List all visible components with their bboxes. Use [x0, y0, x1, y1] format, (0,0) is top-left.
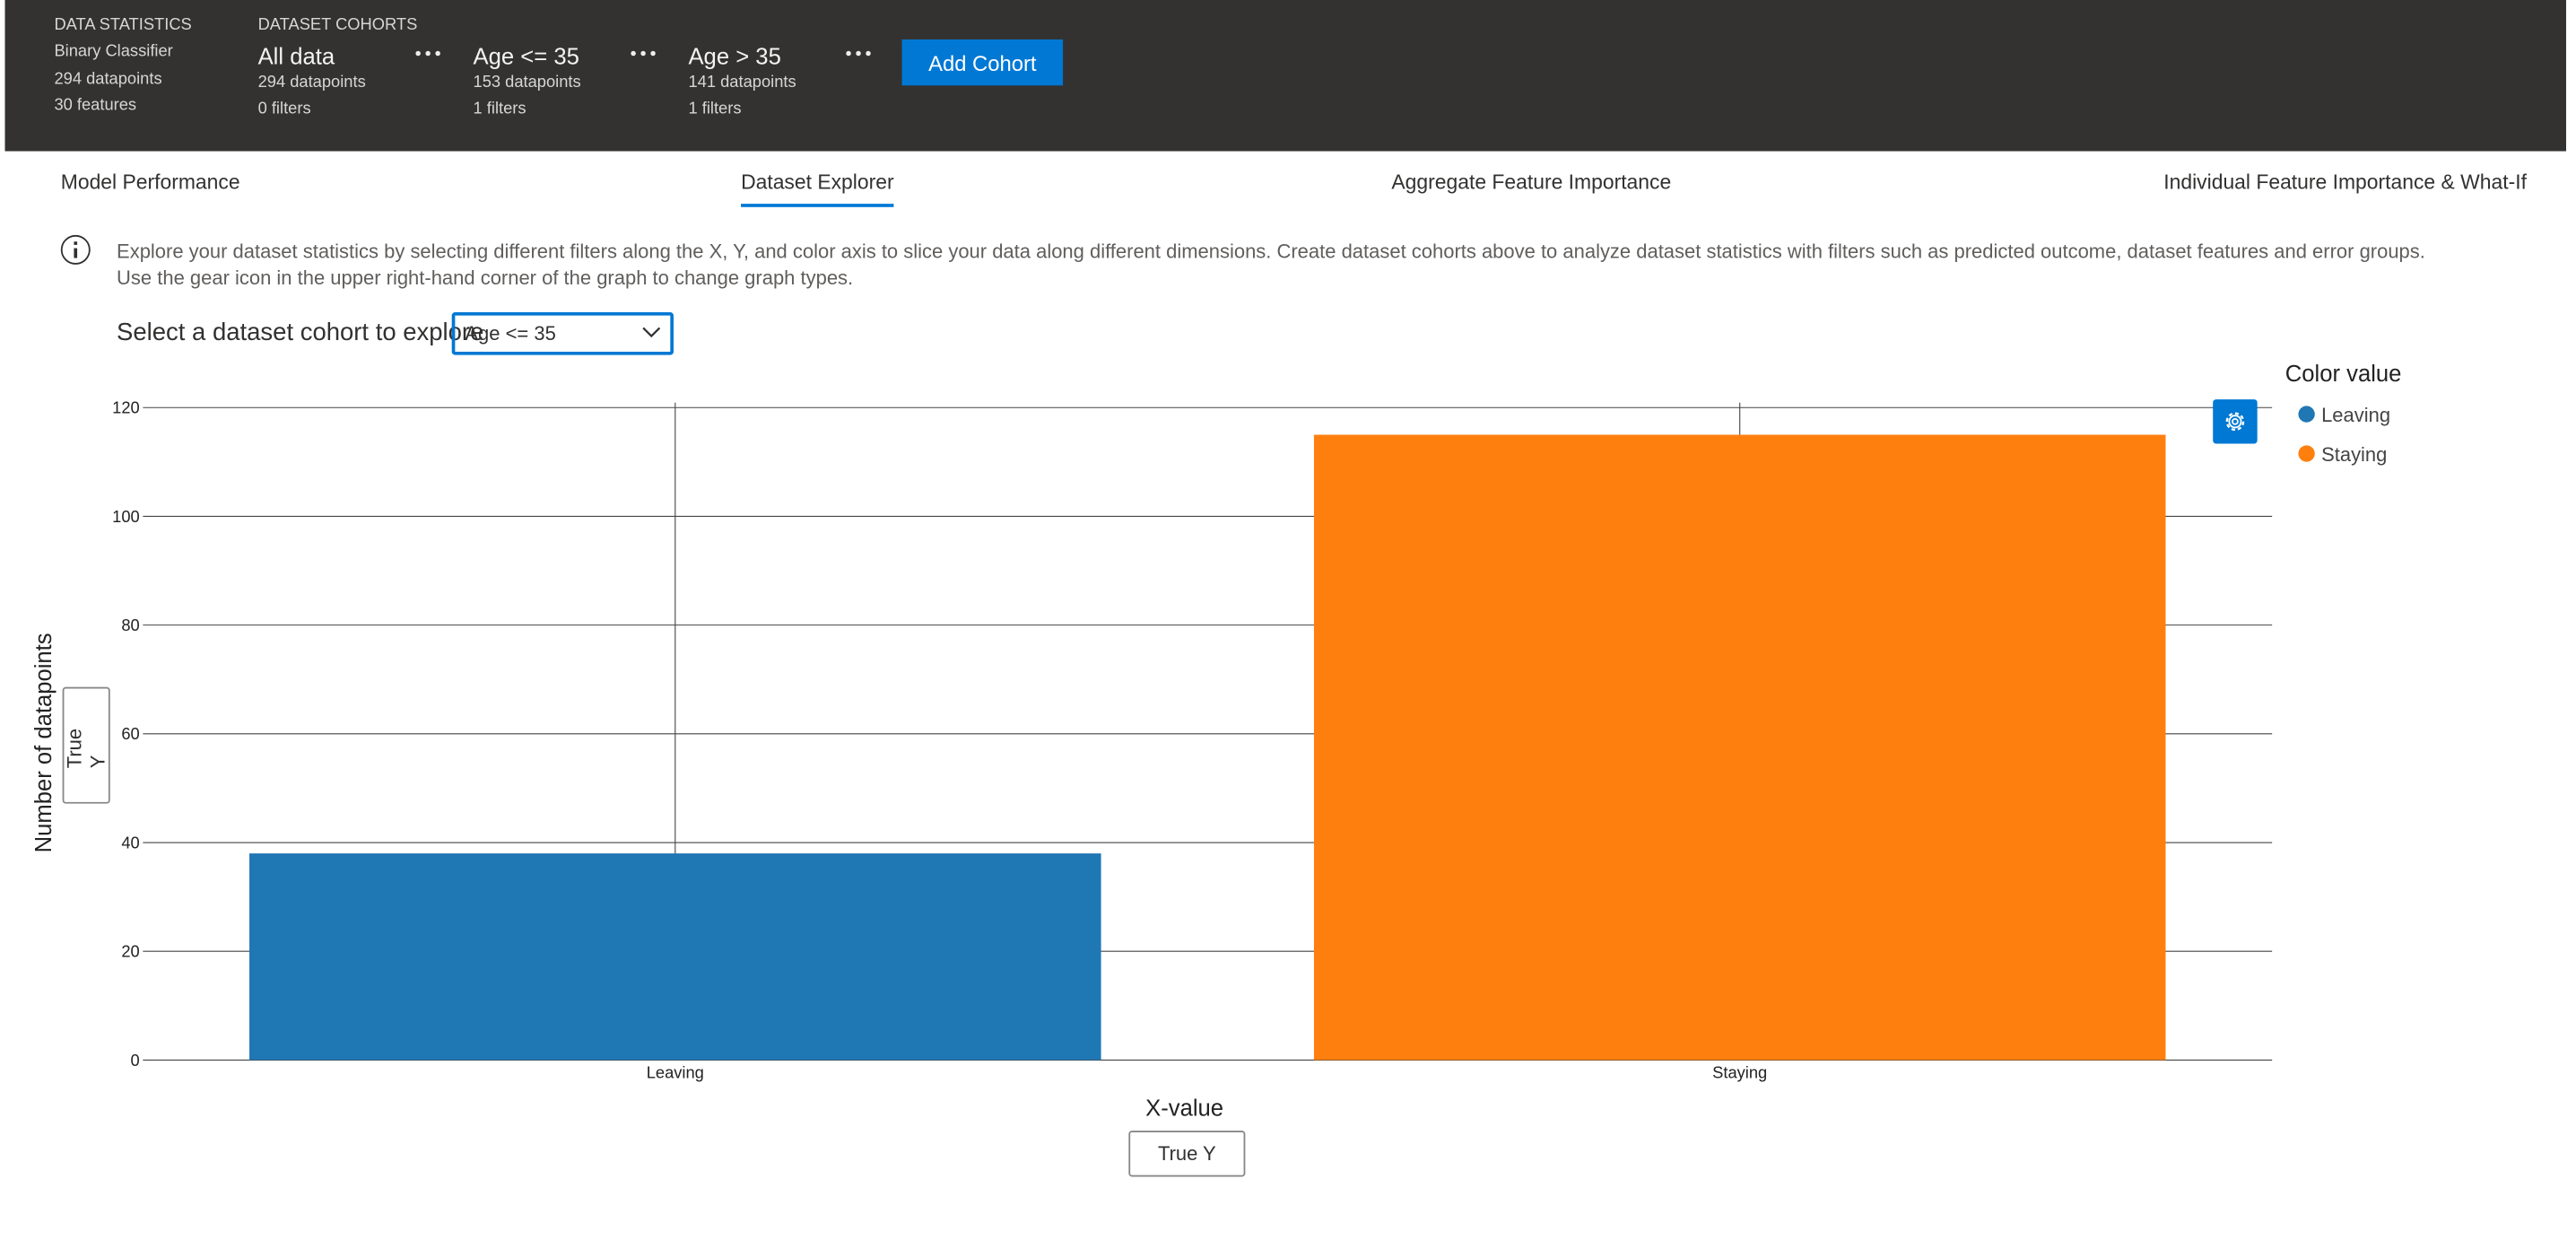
- bar: [249, 853, 1101, 1061]
- x-axis-title: X-value: [1145, 1096, 1223, 1122]
- y-tick-label: 40: [121, 833, 139, 852]
- y-tick-label: 0: [131, 1051, 140, 1070]
- add-cohort-button[interactable]: Add Cohort: [901, 39, 1064, 86]
- info-icon: [60, 234, 91, 265]
- tab[interactable]: Model Performance: [60, 170, 240, 195]
- legend-marker: [2298, 406, 2315, 423]
- info-text: Use the gear icon in the upper right-han…: [117, 266, 854, 290]
- cohort-menu[interactable]: [846, 50, 871, 57]
- x-tick-label: Leaving: [647, 1063, 704, 1082]
- y-axis-button[interactable]: True Y: [62, 686, 110, 804]
- cohort-datapoints: 153 datapoints: [473, 74, 581, 92]
- tab[interactable]: Individual Feature Importance & What-If: [2163, 170, 2527, 195]
- cohort-menu[interactable]: [631, 50, 656, 57]
- dropdown-value: Age <= 35: [465, 322, 556, 345]
- x-tick-label: Staying: [1712, 1063, 1767, 1082]
- cohort-filters: 0 filters: [257, 100, 311, 118]
- legend-label: Staying: [2321, 443, 2387, 466]
- tab[interactable]: Aggregate Feature Importance: [1391, 170, 1672, 195]
- cohort-dropdown[interactable]: Age <= 35: [451, 312, 674, 355]
- cohort-filters: 1 filters: [473, 100, 527, 118]
- chevron: [642, 327, 661, 338]
- y-tick-label: 60: [121, 724, 139, 743]
- gear-icon: [2225, 412, 2245, 432]
- cohort-filters: 1 filters: [688, 100, 742, 118]
- settings-button[interactable]: [2213, 399, 2258, 444]
- y-tick-label: 100: [112, 507, 140, 526]
- y-tick-label: 80: [121, 616, 139, 634]
- legend-label: Leaving: [2321, 404, 2390, 426]
- bar: [1313, 434, 2166, 1061]
- stats-line: Binary Classifier: [54, 42, 173, 61]
- cohort-datapoints: 294 datapoints: [257, 74, 366, 92]
- y-axis-button-label: True Y: [63, 727, 109, 768]
- cohort-name[interactable]: Age <= 35: [473, 42, 579, 69]
- top-bar: [4, 0, 2567, 152]
- x-axis-button[interactable]: True Y: [1128, 1131, 1246, 1177]
- cohorts-title: DATASET COHORTS: [257, 16, 418, 35]
- cohort-select-label: Select a dataset cohort to explore: [117, 319, 484, 347]
- cohort-name[interactable]: Age > 35: [688, 42, 781, 69]
- legend-title: Color value: [2285, 362, 2402, 387]
- tab[interactable]: Dataset Explorer: [741, 170, 894, 207]
- y-tick-label: 120: [112, 398, 140, 417]
- stats-title: DATA STATISTICS: [54, 16, 192, 35]
- cohort-name[interactable]: All data: [257, 42, 335, 69]
- y-axis-title: Number of datapoints: [31, 633, 57, 852]
- cohort-datapoints: 141 datapoints: [688, 74, 796, 92]
- stats-line: 294 datapoints: [54, 70, 162, 89]
- y-tick-label: 20: [121, 942, 139, 961]
- cohort-menu[interactable]: [415, 50, 440, 57]
- stats-line: 30 features: [54, 97, 137, 116]
- legend-marker: [2298, 445, 2315, 462]
- info-text: Explore your dataset statistics by selec…: [117, 240, 2425, 264]
